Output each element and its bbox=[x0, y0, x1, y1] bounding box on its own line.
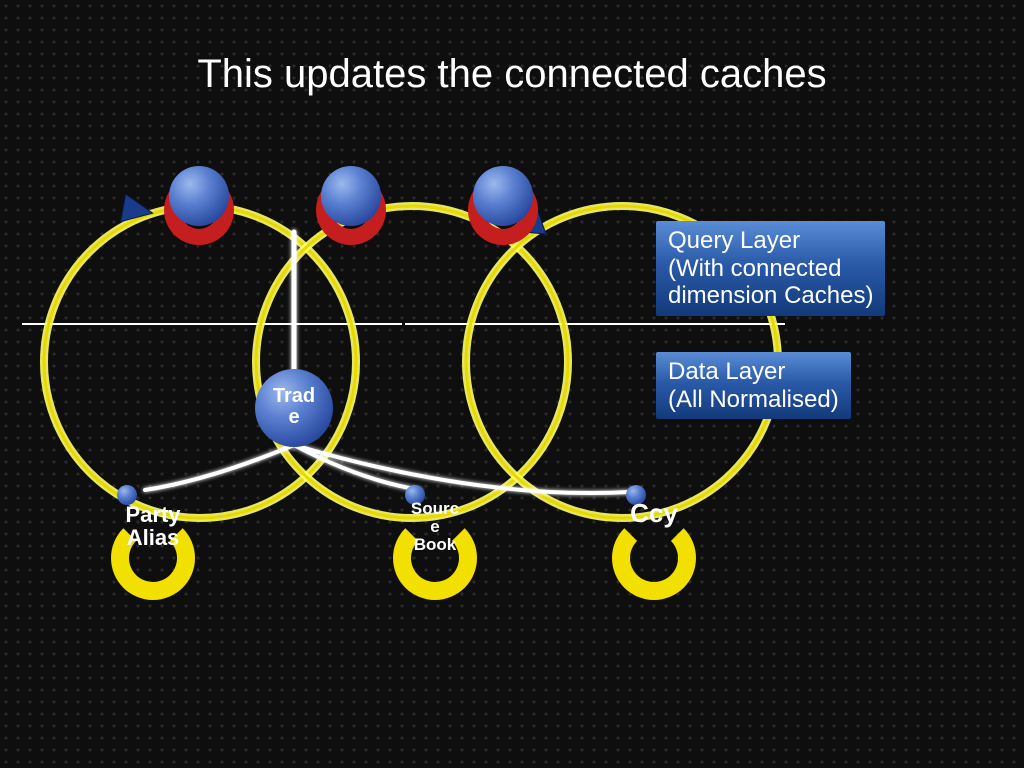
cache-ball bbox=[321, 166, 381, 226]
divider-line bbox=[405, 323, 785, 325]
text-line: Ccy bbox=[630, 498, 678, 528]
text-line: Sourc bbox=[411, 499, 459, 518]
text-line: Trad bbox=[273, 385, 315, 407]
text-line: e bbox=[430, 517, 439, 536]
ccy-label: Ccy bbox=[614, 500, 694, 527]
text-line: e bbox=[288, 406, 299, 428]
cache-ball bbox=[473, 166, 533, 226]
text-line: (All Normalised) bbox=[668, 386, 839, 413]
cache-ball bbox=[169, 166, 229, 226]
trade-label: Trad e bbox=[255, 386, 333, 428]
source-book-label: Sourc e Book bbox=[398, 500, 472, 554]
connector-group bbox=[145, 232, 630, 493]
data-layer-label: Data Layer (All Normalised) bbox=[656, 352, 851, 419]
text-line: Alias bbox=[127, 525, 180, 550]
slide: This updates the connected caches bbox=[0, 0, 1024, 768]
dim-cup bbox=[612, 516, 696, 600]
query-layer-label: Query Layer (With connected dimension Ca… bbox=[656, 221, 885, 316]
text-line: Data Layer bbox=[668, 358, 785, 385]
text-line: Book bbox=[414, 535, 457, 554]
diagram-overlay bbox=[0, 0, 1024, 768]
party-alias-label: Party Alias bbox=[113, 503, 193, 549]
text-line: dimension Caches) bbox=[668, 282, 873, 309]
text-line: (With connected bbox=[668, 255, 841, 282]
text-line: Query Layer bbox=[668, 227, 800, 254]
divider-line bbox=[22, 323, 402, 325]
text-line: Party bbox=[125, 502, 180, 527]
slide-title: This updates the connected caches bbox=[0, 52, 1024, 97]
